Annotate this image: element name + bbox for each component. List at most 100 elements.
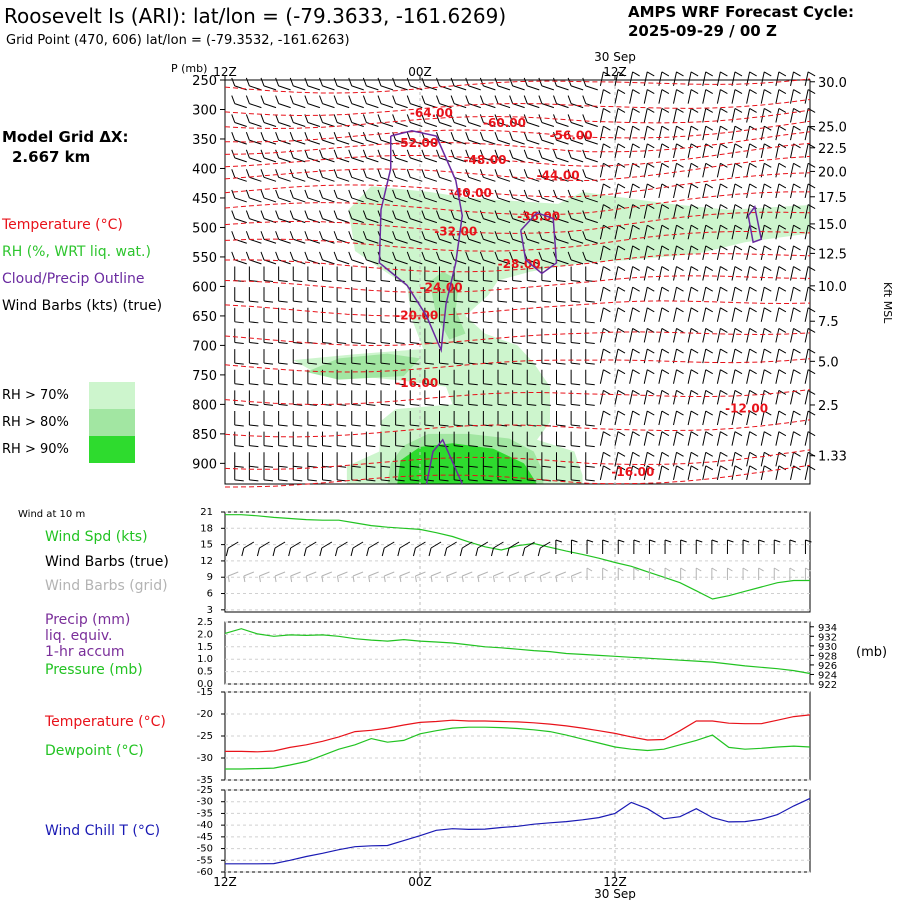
wind-barb-10m-grid [508, 571, 520, 583]
wind-barb [439, 266, 449, 283]
wind-barb [541, 287, 551, 303]
wind-barb [614, 431, 626, 446]
wind-barb [322, 465, 332, 482]
wind-barb [629, 89, 640, 104]
wind-barb [304, 114, 321, 127]
wind-barb-10m-true [428, 541, 442, 557]
wind-barb [760, 183, 772, 199]
wind-barb [439, 465, 449, 482]
legend-rh80-swatch [89, 409, 135, 436]
wind-barb [629, 369, 640, 384]
wind-barb [658, 143, 670, 158]
wind-barb [377, 114, 394, 127]
wind-barb [409, 369, 420, 386]
wind-barb [245, 114, 262, 127]
wind-barb [450, 210, 467, 224]
wind-barb [406, 131, 423, 145]
wind-barb [319, 95, 335, 109]
wind-barb [746, 162, 757, 178]
wind-barb [468, 465, 478, 482]
wind-barb [731, 328, 743, 343]
wind-barb [509, 114, 525, 127]
wind-barb [582, 231, 598, 244]
wind-barb [421, 189, 438, 203]
wind-barb [512, 287, 522, 303]
wind-barb [804, 143, 816, 158]
wind-barb [468, 287, 478, 303]
wind-barb [790, 389, 801, 405]
wind-barb [629, 451, 640, 467]
wind-barb [643, 465, 655, 480]
wind-barb-10m-grid [336, 571, 348, 583]
cloud-outlines [378, 129, 763, 485]
precip-ytick-label-1: 2.0 [197, 629, 213, 640]
forecast-cycle-value: 2025-09-29 / 00 Z [628, 22, 777, 40]
wind-barb [599, 431, 611, 446]
wind-barb-10m-grid [539, 571, 551, 583]
windchill-panel-ytick-label-4: -45 [197, 832, 213, 843]
pressure-tick-label-13: 900 [192, 457, 217, 472]
wind-barb [702, 108, 713, 123]
temp-panel-frame [224, 691, 811, 781]
wind-barb [775, 71, 787, 87]
rh-shading [293, 186, 810, 484]
wind-barb [790, 465, 801, 480]
wind-barb [687, 125, 699, 141]
wind-panel-ytick-label-0: 21 [200, 507, 213, 518]
wind-barb [585, 307, 595, 324]
wind-barb [479, 77, 496, 91]
wind-barb [365, 369, 376, 386]
wind-barb [760, 266, 772, 281]
wind-barb [614, 183, 626, 199]
wind-barb [307, 431, 317, 448]
wind-barb-10m-grid [695, 567, 702, 580]
wind-barb [614, 89, 626, 104]
wind-barb [673, 162, 684, 178]
windchill-panel-ytick-label-2: -35 [197, 808, 213, 819]
wind-barb [687, 183, 699, 199]
wind-barb [731, 266, 743, 281]
wind-barb [362, 169, 379, 182]
wind-barb [556, 465, 566, 482]
wind-barb [497, 328, 508, 344]
height-tick-label-2: 22.5 [818, 142, 847, 157]
wind-barb-10m-true [490, 541, 504, 557]
wind-barb [406, 210, 423, 224]
wind-barb [687, 328, 699, 343]
wind-barb [333, 189, 350, 203]
wind-barb [245, 189, 262, 203]
wind-barb [497, 307, 508, 324]
wind-barb [292, 287, 303, 303]
wind-barb [526, 328, 537, 344]
wind-barb [643, 389, 655, 405]
wind-barb [509, 210, 525, 224]
wind-barb [482, 266, 493, 283]
wind-barb [395, 452, 405, 468]
height-tick-label-8: 7.5 [818, 315, 839, 330]
wind-barb [673, 108, 684, 123]
wind-barb [599, 89, 611, 104]
wind-barb [599, 108, 611, 123]
wind-barb [804, 245, 816, 260]
wind-barb [231, 114, 247, 127]
wind-barb [775, 307, 787, 322]
wind-barb [553, 114, 569, 127]
temperature-contours [224, 78, 811, 488]
height-tick-label-4: 17.5 [818, 191, 847, 206]
wind-barb [245, 210, 262, 224]
wind-barb [775, 245, 787, 260]
wind-barb [538, 114, 555, 127]
wind-barb [526, 266, 537, 283]
wind-barb [380, 328, 391, 344]
wind-barb [322, 307, 332, 324]
wind-barb [538, 95, 555, 109]
wind-barb [336, 266, 347, 283]
wind-barb [333, 251, 350, 265]
windchill-panel-ytick-label-3: -40 [197, 820, 213, 831]
wind-barb [790, 89, 801, 104]
windchill-panel-ytick-label-6: -55 [197, 855, 213, 866]
wind-barb [585, 465, 595, 482]
wind-barb [582, 149, 598, 163]
wind-barb [746, 307, 757, 322]
wind-barb [292, 452, 303, 468]
